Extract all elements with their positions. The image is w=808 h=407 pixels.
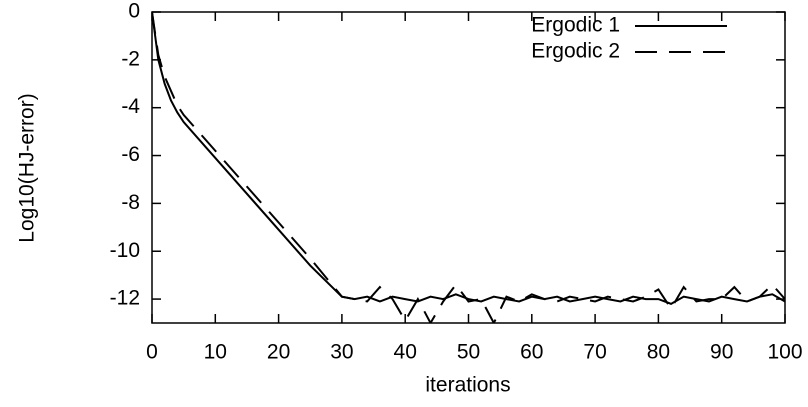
x-tick-label: 40 — [394, 341, 417, 364]
x-tick-label: 80 — [647, 341, 670, 364]
y-tick-label: -4 — [121, 95, 140, 118]
y-tick-label: -8 — [121, 191, 140, 214]
x-tick-label: 20 — [267, 341, 290, 364]
x-tick-label: 0 — [146, 341, 158, 364]
y-tick-label: 0 — [128, 0, 140, 23]
x-tick-label: 50 — [457, 341, 480, 364]
y-tick-label: -12 — [110, 287, 140, 310]
legend-label: Ergodic 1 — [531, 14, 620, 37]
y-tick-label: -2 — [121, 47, 140, 70]
y-tick-label: -6 — [121, 143, 140, 166]
plot-frame — [151, 11, 786, 324]
y-tick-label: -10 — [110, 239, 140, 262]
x-axis-label: iterations — [425, 374, 510, 397]
x-tick-label: 30 — [330, 341, 353, 364]
series-line — [152, 12, 785, 323]
x-tick-label: 90 — [710, 341, 733, 364]
series-line — [152, 12, 785, 305]
x-tick-label: 70 — [583, 341, 606, 364]
x-tick-label: 10 — [204, 341, 227, 364]
legend-label: Ergodic 2 — [531, 40, 620, 63]
y-axis-label: Log10(HJ-error) — [16, 93, 39, 242]
x-tick-label: 60 — [520, 341, 543, 364]
x-tick-label: 100 — [767, 341, 802, 364]
